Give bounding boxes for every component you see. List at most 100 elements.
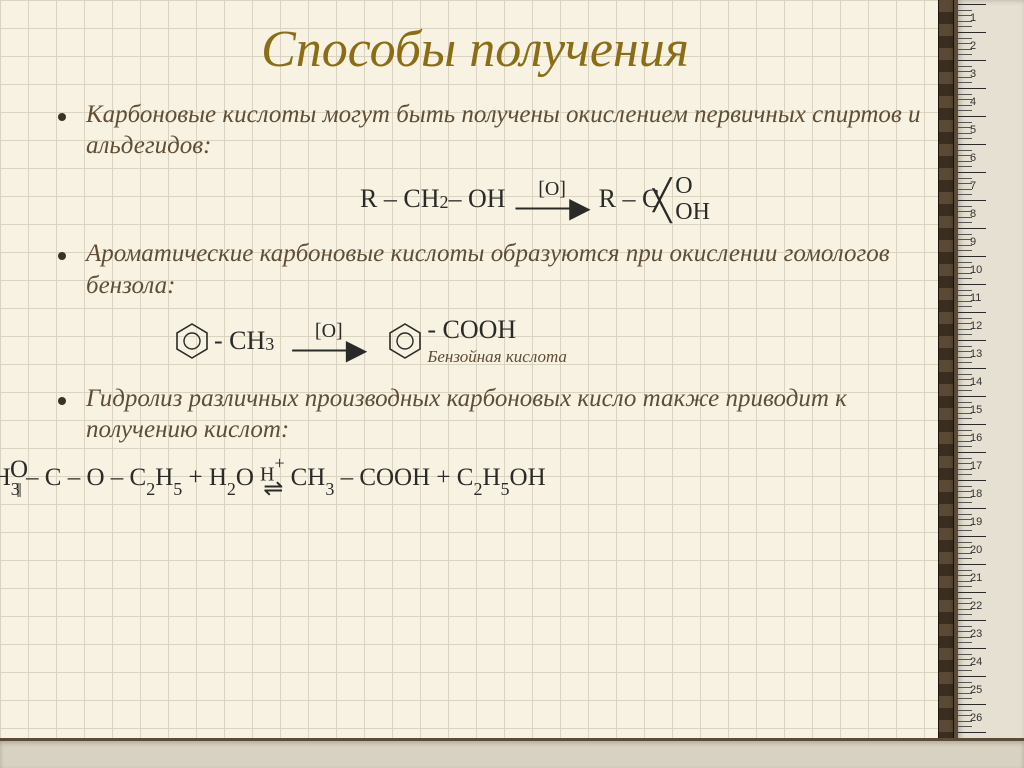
r2-lhs-n: 3 [265,334,274,355]
ruler-tick-minor [958,525,972,526]
ruler-tick-minor [958,642,972,643]
ruler-tick-minor [958,38,972,39]
ruler-label: 5 [970,124,976,136]
r2-rhs: - COOH [427,315,516,345]
ruler-tick-minor [958,15,972,16]
ruler-tick-minor [958,99,972,100]
r3-h2oo: O [236,464,254,491]
ruler-tick-minor [958,575,972,576]
ruler-tick-minor [958,659,972,660]
ruler-tick-minor [958,278,972,279]
ruler-tick-minor [958,374,972,375]
ruler-tick-major [958,676,986,677]
ruler-tick-major [958,592,986,593]
ruler-tick-minor [958,687,972,688]
ruler-tick-minor [958,110,972,111]
reaction-1: R – CH2 – OH [O] ───▶ R – C ╱O ╲OH [10,176,940,223]
ruler-tick-minor [958,637,972,638]
ruler-tick-minor [958,357,972,358]
r3-arr-over-sup: + [274,453,284,473]
bullet-1: Карбоновые кислоты могут быть получены о… [10,99,940,162]
ruler-label: 18 [970,488,982,500]
ruler-tick-minor [958,234,972,235]
bullet-text-2: Ароматические карбоновые кислоты образую… [86,238,940,301]
ruler-tick-minor [958,402,972,403]
ruler-tick-minor [958,491,972,492]
ruler-label: 10 [970,264,982,276]
r1-arrow: [O] ───▶ [516,179,589,219]
ruler-tick-minor [958,626,972,627]
ruler-tick-minor [958,138,972,139]
ruler-tick-major [958,480,986,481]
ruler-label: 4 [970,96,976,108]
ruler-tick-minor [958,598,972,599]
ruler-tick-minor [958,530,972,531]
ruler-tick-minor [958,721,972,722]
ruler-tick-minor [958,166,972,167]
equilibrium-icon: ⇌ [263,481,281,498]
ruler-tick-minor [958,26,972,27]
r3-p2: – C – O – C [20,464,146,491]
ruler-tick-minor [958,609,972,610]
ruler-tick-minor [958,441,972,442]
ruler-tick-minor [958,469,972,470]
ruler-tick-minor [958,290,972,291]
ruler-tick-minor [958,558,972,559]
ruler-tick-minor [958,21,972,22]
r3-h2o2: 2 [227,479,236,499]
benzene-icon [385,321,425,361]
ruler-tick-minor [958,458,972,459]
r2-arrow: [O] ───▶ [292,321,365,361]
ruler-tick-minor [958,295,972,296]
ruler-tick-minor [958,10,972,11]
ruler-tick-minor [958,306,972,307]
equilibrium-arrow: H+ ⇌ [260,461,285,498]
ruler-tick-major [958,536,986,537]
reaction-2: - CH3 [O] ───▶ - COOH Бензойная кислота [10,315,940,367]
slide-content: Способы получения Карбоновые кислоты мог… [10,20,940,516]
ruler-tick-major [958,312,986,313]
bullet-text-1: Карбоновые кислоты могут быть получены о… [86,99,940,162]
r3-r2: – COOH + C [334,464,473,491]
ruler-tick-major [958,172,986,173]
ruler-tick-minor [958,194,972,195]
ruler-tick-minor [958,82,972,83]
ruler-tick-minor [958,262,972,263]
r3-n2b: 2 [473,479,482,499]
ruler-label: 8 [970,208,976,220]
r3-n3a: 3 [11,479,20,499]
benzene-icon [172,321,212,361]
ruler-label: 21 [970,572,982,584]
ruler-tick-minor [958,435,972,436]
arrow-shaft: ───▶ [292,341,365,361]
r2-note: Бензойная кислота [427,347,567,367]
ruler-tick-minor [958,631,972,632]
ruler-tick-minor [958,698,972,699]
ruler-tick-major [958,32,986,33]
ruler-label: 15 [970,404,982,416]
ruler-tick-minor [958,133,972,134]
bullet-2: Ароматические карбоновые кислоты образую… [10,238,940,301]
ruler-tick-minor [958,150,972,151]
ruler-tick-minor [958,379,972,380]
ruler-tick-minor [958,547,972,548]
ruler-tick-minor [958,553,972,554]
ruler-label: 20 [970,544,982,556]
ruler-tick-minor [958,430,972,431]
ruler-tick-major [958,396,986,397]
ruler-tick-minor [958,66,972,67]
ruler-label: 9 [970,236,976,248]
ruler-tick-minor [958,710,972,711]
ruler-tick-major [958,452,986,453]
r3-r4: OH [510,464,546,491]
ruler-tick-minor [958,390,972,391]
reaction-3: O ‖ CH3 – C – O – C2H5 + H2O H+ ⇌ CH3 – … [10,459,940,500]
ruler-tick-major [958,144,986,145]
ruler-label: 6 [970,152,976,164]
r1-lhs-sub: 2 [440,192,449,213]
ruler-tick-minor [958,54,972,55]
ruler-tick-minor [958,245,972,246]
r3-p1: CH [0,464,11,491]
r3-n5a: 5 [173,479,182,499]
ruler-tick-major [958,284,986,285]
